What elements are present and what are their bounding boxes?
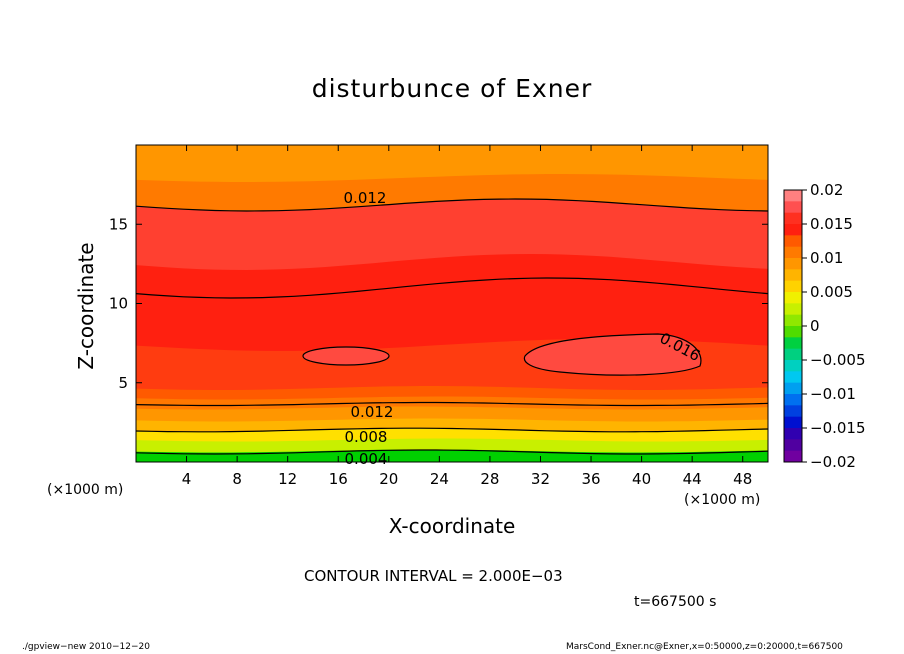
- colorbar-swatch: [784, 428, 802, 440]
- colorbar-swatch: [784, 280, 802, 293]
- contour-line: [135, 198, 769, 212]
- contour-max-region-2: [523, 333, 702, 376]
- x-tick-label: 32: [531, 470, 550, 488]
- y-tick-label: 15: [109, 215, 128, 233]
- contour-bands: [136, 145, 768, 462]
- colorbar-swatch: [784, 303, 802, 316]
- x-tick-label: 24: [430, 470, 449, 488]
- colorbar-tick-label: −0.005: [810, 351, 866, 369]
- colorbar-tick-label: 0.02: [810, 181, 843, 199]
- colorbar-swatch: [784, 382, 802, 395]
- colorbar-tick-label: −0.01: [810, 385, 856, 403]
- x-tick-label: 4: [182, 470, 192, 488]
- colorbar-tick-label: 0.015: [810, 215, 853, 233]
- chart-title: disturbunce of Exner: [311, 74, 593, 103]
- colorbar-swatch: [784, 439, 802, 452]
- colorbar-swatch: [784, 326, 802, 338]
- contour-lines: [135, 198, 769, 455]
- contour-max-region-1: [302, 346, 390, 366]
- contour-label: 0.008: [345, 428, 388, 446]
- colorbar-swatch: [784, 337, 802, 350]
- colorbar-swatch: [784, 292, 802, 304]
- x-tick-label: 36: [581, 470, 600, 488]
- x-unit-left: (×1000 m): [47, 482, 124, 498]
- colorbar-tick-label: −0.02: [810, 453, 856, 471]
- colorbar-swatch: [784, 224, 802, 236]
- colorbar-swatch: [784, 246, 802, 259]
- x-tick-label: 48: [733, 470, 752, 488]
- x-axis-label: X-coordinate: [388, 514, 516, 538]
- colorbar-swatch: [784, 235, 802, 248]
- contour-line: [135, 277, 769, 299]
- colorbar-swatch: [784, 371, 802, 384]
- x-tick-label: 12: [278, 470, 297, 488]
- colorbar-swatch: [784, 212, 802, 225]
- time-label: t=667500 s: [634, 594, 717, 610]
- y-tick-label: 5: [118, 374, 128, 392]
- x-unit-right: (×1000 m): [684, 492, 761, 508]
- contour-line: [135, 449, 769, 455]
- y-ticks: 5 10 15: [109, 215, 768, 392]
- colorbar-swatch: [784, 201, 802, 214]
- x-ticks: 4 8 12 16 20 24 28 32 36 40 44 48: [182, 145, 752, 488]
- colorbar-swatch: [784, 348, 802, 361]
- contour-line: [135, 401, 769, 407]
- colorbar-tick-label: −0.015: [810, 419, 866, 437]
- colorbar-swatch: [784, 405, 802, 418]
- x-tick-label: 16: [329, 470, 348, 488]
- y-tick-label: 10: [109, 295, 128, 313]
- colorbar-swatch: [784, 258, 802, 270]
- contour-interval-label: CONTOUR INTERVAL = 2.000E−03: [304, 567, 563, 585]
- colorbar-tick-label: 0: [810, 317, 820, 335]
- x-tick-label: 20: [379, 470, 398, 488]
- contour-label: 0.012: [351, 403, 394, 421]
- colorbar: 0.02 0.015 0.01 0.005 0 −0.005 −0.01 −0.015 −0.0…: [783, 181, 866, 471]
- x-tick-label: 8: [232, 470, 242, 488]
- x-tick-label: 28: [480, 470, 499, 488]
- colorbar-swatch: [784, 314, 802, 327]
- contour-label: 0.004: [345, 450, 388, 468]
- contour-line: [135, 427, 769, 433]
- x-tick-label: 44: [683, 470, 702, 488]
- colorbar-swatch: [784, 394, 802, 406]
- colorbar-swatch: [784, 416, 802, 429]
- colorbar-tick-label: 0.005: [810, 283, 853, 301]
- contour-label: 0.012: [344, 189, 387, 207]
- footer-right: MarsCond_Exner.nc@Exner,x=0:50000,z=0:20…: [566, 642, 843, 652]
- footer-left: ./gpview−new 2010−12−20: [22, 642, 150, 652]
- x-tick-label: 40: [632, 470, 651, 488]
- colorbar-swatch: [784, 269, 802, 282]
- colorbar-swatch: [784, 360, 802, 372]
- colorbar-swatch: [784, 190, 802, 202]
- colorbar-swatch: [784, 450, 802, 463]
- colorbar-tick-label: 0.01: [810, 249, 843, 267]
